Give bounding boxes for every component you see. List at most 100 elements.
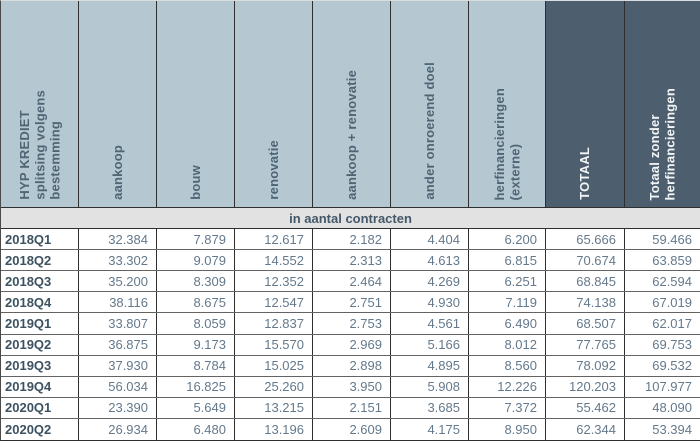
value-cell: 77.765 bbox=[546, 334, 625, 355]
value-cell: 56.034 bbox=[79, 376, 157, 397]
value-cell: 5.908 bbox=[391, 376, 469, 397]
value-cell: 2.313 bbox=[313, 250, 391, 271]
table-header-row: HYP KREDIET splitsing volgens bestemming… bbox=[1, 1, 700, 207]
value-cell: 6.200 bbox=[469, 229, 546, 250]
value-cell: 8.059 bbox=[157, 313, 235, 334]
value-cell: 26.934 bbox=[79, 418, 157, 440]
value-cell: 78.092 bbox=[546, 355, 625, 376]
unit-band: in aantal contracten bbox=[1, 207, 700, 229]
value-cell: 16.825 bbox=[157, 376, 235, 397]
value-cell: 48.090 bbox=[652, 400, 692, 416]
value-cell: 15.570 bbox=[235, 334, 313, 355]
value-cell: 2.182 bbox=[313, 229, 391, 250]
value-cell: 13.215 bbox=[235, 397, 313, 418]
value-cell: 59.466 bbox=[652, 231, 692, 247]
value-cell: 6.251 bbox=[469, 271, 546, 292]
value-cell: 4.404 bbox=[391, 229, 469, 250]
quarter-cell: 2019Q2 bbox=[1, 334, 79, 355]
value-cell: 7.879 bbox=[157, 229, 235, 250]
value-cell: 70.674 bbox=[546, 250, 625, 271]
value-cell: 8.784 bbox=[157, 355, 235, 376]
column-header-bouw: bouw bbox=[157, 1, 235, 207]
value-cell: 32.384 bbox=[79, 229, 157, 250]
quarter-cell: 2020Q1 bbox=[1, 397, 79, 418]
column-header-label: TOTAAL bbox=[577, 147, 593, 200]
value-cell: 62.017 bbox=[652, 315, 692, 331]
value-cell: 33.302 bbox=[79, 250, 157, 271]
row-dimension-header: HYP KREDIET splitsing volgens bestemming bbox=[1, 1, 79, 207]
column-header-totaal-zonder-herfinancieringen: Totaal zonder herfinancieringen bbox=[625, 1, 700, 207]
value-cell: 12.352 bbox=[235, 271, 313, 292]
table-row: 2020Q1 23.390 5.649 13.215 2.151 3.685 7.372 55… bbox=[1, 397, 700, 419]
value-cell: 62.344 bbox=[546, 418, 625, 440]
value-cell: 2.898 bbox=[313, 355, 391, 376]
value-cell: 4.175 bbox=[391, 418, 469, 440]
quarter-cell: 2020Q2 bbox=[1, 418, 79, 440]
table-row: 2018Q3 35.200 8.309 12.352 2.464 4.269 6.251 68… bbox=[1, 271, 700, 293]
value-cell: 68.507 bbox=[546, 313, 625, 334]
value-cell: 8.560 bbox=[469, 355, 546, 376]
value-cell: 69.532 bbox=[652, 358, 692, 374]
column-header-ander-onroerend-doel: ander onroerend doel bbox=[391, 1, 469, 207]
value-cell: 12.226 bbox=[469, 376, 546, 397]
value-cell: 2.969 bbox=[313, 334, 391, 355]
column-header-renovatie: renovatie bbox=[235, 1, 313, 207]
value-cell: 2.751 bbox=[313, 292, 391, 313]
value-cell: 4.269 bbox=[391, 271, 469, 292]
value-cell: 4.930 bbox=[391, 292, 469, 313]
value-cell: 35.200 bbox=[79, 271, 157, 292]
value-cell: 2.609 bbox=[313, 418, 391, 440]
value-cell: 2.151 bbox=[313, 397, 391, 418]
column-header-aankoop: aankoop bbox=[79, 1, 157, 207]
value-cell: 8.950 bbox=[469, 418, 546, 440]
table-title: HYP KREDIET splitsing volgens bestemming bbox=[16, 90, 63, 200]
value-cell: 3.950 bbox=[313, 376, 391, 397]
table-row: 2019Q3 37.930 8.784 15.025 2.898 4.895 8.560 78… bbox=[1, 355, 700, 377]
column-header-label: ander onroerend doel bbox=[421, 62, 437, 200]
table-row: 2020Q2 26.934 6.480 13.196 2.609 4.175 8.950 62… bbox=[1, 418, 700, 440]
value-cell: 69.753 bbox=[652, 337, 692, 353]
value-cell: 8.012 bbox=[469, 334, 546, 355]
value-cell: 6.490 bbox=[469, 313, 546, 334]
value-cell: 74.138 bbox=[546, 292, 625, 313]
value-cell: 4.613 bbox=[391, 250, 469, 271]
table-row: 2019Q4 56.034 16.825 25.260 3.950 5.908 12.226… bbox=[1, 376, 700, 398]
value-cell: 9.079 bbox=[157, 250, 235, 271]
column-header-label: aankoop bbox=[109, 145, 125, 200]
column-header-label: bouw bbox=[187, 165, 203, 200]
value-cell: 13.196 bbox=[235, 418, 313, 440]
value-cell: 15.025 bbox=[235, 355, 313, 376]
quarter-cell: 2018Q2 bbox=[1, 250, 79, 271]
value-cell: 8.309 bbox=[157, 271, 235, 292]
quarter-cell: 2018Q3 bbox=[1, 271, 79, 292]
value-cell: 36.875 bbox=[79, 334, 157, 355]
value-cell: 67.019 bbox=[652, 294, 692, 310]
value-cell: 25.260 bbox=[235, 376, 313, 397]
column-header-label: renovatie bbox=[265, 140, 281, 200]
column-header-label: herfinancieringen (externe) bbox=[491, 87, 522, 200]
value-cell: 7.119 bbox=[469, 292, 546, 313]
value-cell: 8.675 bbox=[157, 292, 235, 313]
value-cell: 55.462 bbox=[546, 397, 625, 418]
value-cell: 107.977 bbox=[645, 379, 692, 395]
value-cell: 68.845 bbox=[546, 271, 625, 292]
value-cell: 5.649 bbox=[157, 397, 235, 418]
value-cell: 5.166 bbox=[391, 334, 469, 355]
table-row: 2018Q1 32.384 7.879 12.617 2.182 4.404 6.200 65… bbox=[1, 229, 700, 251]
value-cell: 9.173 bbox=[157, 334, 235, 355]
value-cell: 23.390 bbox=[79, 397, 157, 418]
value-cell: 53.394 bbox=[652, 421, 692, 437]
value-cell: 120.203 bbox=[546, 376, 625, 397]
value-cell: 63.859 bbox=[652, 252, 692, 268]
quarter-cell: 2019Q1 bbox=[1, 313, 79, 334]
value-cell: 4.561 bbox=[391, 313, 469, 334]
value-cell: 2.464 bbox=[313, 271, 391, 292]
value-cell: 2.753 bbox=[313, 313, 391, 334]
quarter-cell: 2018Q4 bbox=[1, 292, 79, 313]
value-cell: 12.617 bbox=[235, 229, 313, 250]
value-cell: 14.552 bbox=[235, 250, 313, 271]
value-cell: 7.372 bbox=[469, 397, 546, 418]
value-cell: 65.666 bbox=[546, 229, 625, 250]
column-header-label: Totaal zonder herfinancieringen bbox=[647, 87, 678, 200]
value-cell: 4.895 bbox=[391, 355, 469, 376]
